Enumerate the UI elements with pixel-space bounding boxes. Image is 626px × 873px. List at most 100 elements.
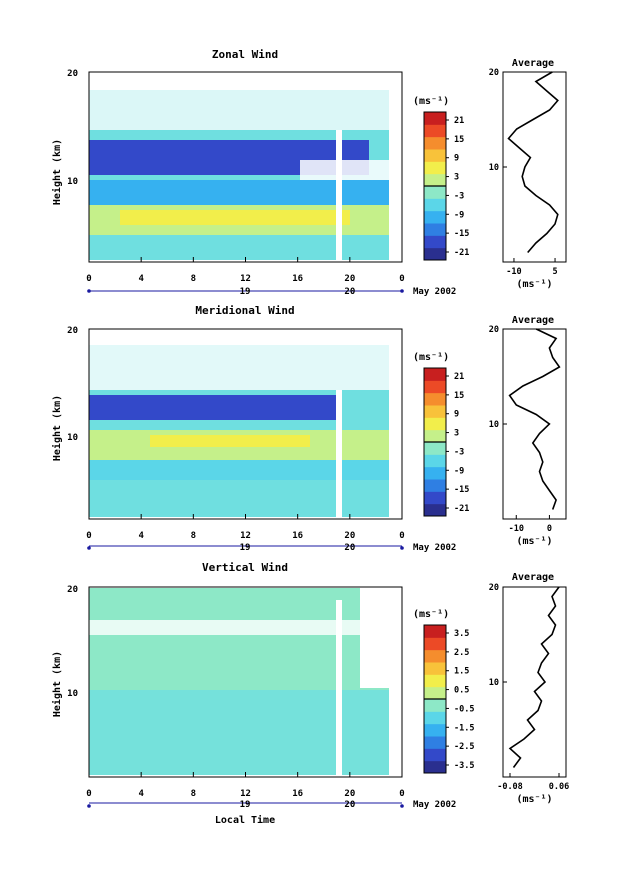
- profile-title: Average: [512, 58, 554, 69]
- colorbar-tick-label: 9: [454, 154, 459, 164]
- heatmap-gap: [89, 345, 389, 390]
- profile-frame: [502, 586, 567, 778]
- colorbar-swatch: [424, 210, 446, 224]
- time-axis: 0 4 8 12 16 20 0: [86, 257, 405, 293]
- x-tick-label: 0: [86, 531, 91, 541]
- profile-frame: [502, 71, 567, 263]
- x-tick-label: 12: [240, 531, 251, 541]
- profile-x-tick-label: 0.06: [549, 782, 569, 792]
- colorbar-tick-label: 21: [454, 116, 464, 126]
- profile-x-label: (ms⁻¹): [516, 794, 552, 805]
- panel-title: Zonal Wind: [212, 48, 278, 61]
- x-tick-label: 0: [399, 789, 404, 799]
- colorbar-swatch: [424, 429, 446, 443]
- x-tick-label: 12: [240, 789, 251, 799]
- heatmap-band: [89, 460, 389, 480]
- y-tick-label: 10: [67, 689, 78, 699]
- heatmap-gap: [336, 390, 342, 517]
- colorbar-swatch: [424, 723, 446, 737]
- profile-y-tick-label: 20: [489, 68, 499, 78]
- colorbar-swatch: [424, 247, 446, 261]
- x-tick-label: 16: [292, 531, 303, 541]
- day-label: 20: [344, 287, 355, 297]
- colorbar-swatch: [424, 662, 446, 675]
- heatmap-gap: [336, 130, 342, 260]
- colorbar-swatch: [424, 699, 446, 712]
- colorbar-swatch: [424, 686, 446, 700]
- day-label: 20: [344, 800, 355, 810]
- day-marker: [400, 804, 404, 808]
- x-tick-label: 0: [86, 789, 91, 799]
- heatmap-gap: [336, 600, 342, 775]
- profile-x-tick-label: 5: [552, 267, 557, 277]
- colorbar-swatch: [424, 198, 446, 212]
- profile-zonal: 20 10 -10 5(ms⁻¹): [489, 68, 567, 290]
- colorbar-swatch: [424, 748, 446, 762]
- colorbar-swatch: [424, 760, 446, 774]
- x-tick-label: 4: [138, 274, 144, 284]
- profile-x-tick-label: -10: [509, 524, 524, 534]
- heatmap-band: [89, 180, 389, 205]
- colorbar-swatch: [424, 442, 446, 455]
- profile-y-tick-label: 10: [489, 163, 499, 173]
- time-axis: 0 4 8 12 16 20 0: [86, 772, 405, 808]
- colorbar-meridional: 21 15 9 3 -3 -9 -15 -21: [423, 367, 469, 517]
- colorbar-tick-label: -0.5: [454, 704, 474, 714]
- colorbar-swatch: [424, 417, 446, 431]
- profile-line: [508, 586, 560, 768]
- colorbar-unit: (ms⁻¹): [413, 352, 449, 363]
- colorbar-tick-label: 9: [454, 410, 459, 420]
- day-marker: [400, 546, 404, 550]
- panel-vertical: Vertical Wind 0 4 8 12 16 20 0 20 10 Height (k…: [51, 561, 569, 826]
- x-tick-label: 16: [292, 789, 303, 799]
- heatmap-vertical: [89, 588, 389, 775]
- colorbar-tick-label: 2.5: [454, 648, 469, 658]
- colorbar-swatch: [424, 124, 446, 138]
- colorbar-tick-label: -3: [454, 447, 464, 457]
- profile-x-label: (ms⁻¹): [516, 536, 552, 547]
- colorbar-swatch: [424, 380, 446, 394]
- profile-y-tick-label: 10: [489, 678, 499, 688]
- colorbar-tick-label: -3.5: [454, 761, 474, 771]
- colorbar-swatch: [424, 368, 446, 381]
- profile-x-label: (ms⁻¹): [516, 279, 552, 290]
- x-tick-label: 0: [86, 274, 91, 284]
- time-axis: 0 4 8 12 16 20 0: [86, 514, 405, 550]
- heatmap-gap: [360, 588, 389, 688]
- y-tick-label: 20: [67, 326, 78, 336]
- profile-title: Average: [512, 572, 554, 583]
- heatmap-band: [89, 395, 339, 420]
- colorbar-tick-label: -9: [454, 466, 464, 476]
- day-label: 20: [344, 543, 355, 553]
- profile-x-tick-label: 0: [547, 524, 552, 534]
- colorbar-unit: (ms⁻¹): [413, 96, 449, 107]
- heatmap-gap: [89, 620, 389, 635]
- colorbar-swatch: [424, 223, 446, 236]
- day-marker: [87, 804, 91, 808]
- heatmap-meridional: [89, 345, 389, 517]
- colorbar-tick-label: -15: [454, 485, 469, 495]
- colorbar-swatch: [424, 736, 446, 749]
- y-axis-label: Height (km): [51, 651, 63, 717]
- x-tick-label: 0: [399, 274, 404, 284]
- colorbar-swatch: [424, 674, 446, 688]
- profile-y-tick-label: 10: [489, 420, 499, 430]
- x-tick-label: 8: [191, 274, 196, 284]
- day-label: 19: [240, 287, 251, 297]
- colorbar-swatch: [424, 625, 446, 638]
- heatmap-gap: [300, 160, 390, 180]
- colorbar-swatch: [424, 479, 446, 492]
- colorbar-tick-label: -9: [454, 210, 464, 220]
- x-tick-label: 16: [292, 274, 303, 284]
- colorbar-vertical: 3.5 2.5 1.5 0.5 -0.5 -1.5 -2.5 -3.5: [423, 624, 474, 774]
- heatmap-band: [120, 210, 350, 225]
- colorbar-tick-label: -2.5: [454, 742, 474, 752]
- x-tick-label: 8: [191, 531, 196, 541]
- colorbar-swatch: [424, 161, 446, 175]
- profile-line: [507, 71, 559, 254]
- profile-vertical: 20 10 -0.08 0.06 (ms⁻¹): [489, 583, 569, 805]
- panel-title: Vertical Wind: [202, 561, 288, 574]
- day-label: 19: [240, 800, 251, 810]
- colorbar-zonal: 21 15 9 3 -3 -9 -15 -21: [423, 111, 469, 261]
